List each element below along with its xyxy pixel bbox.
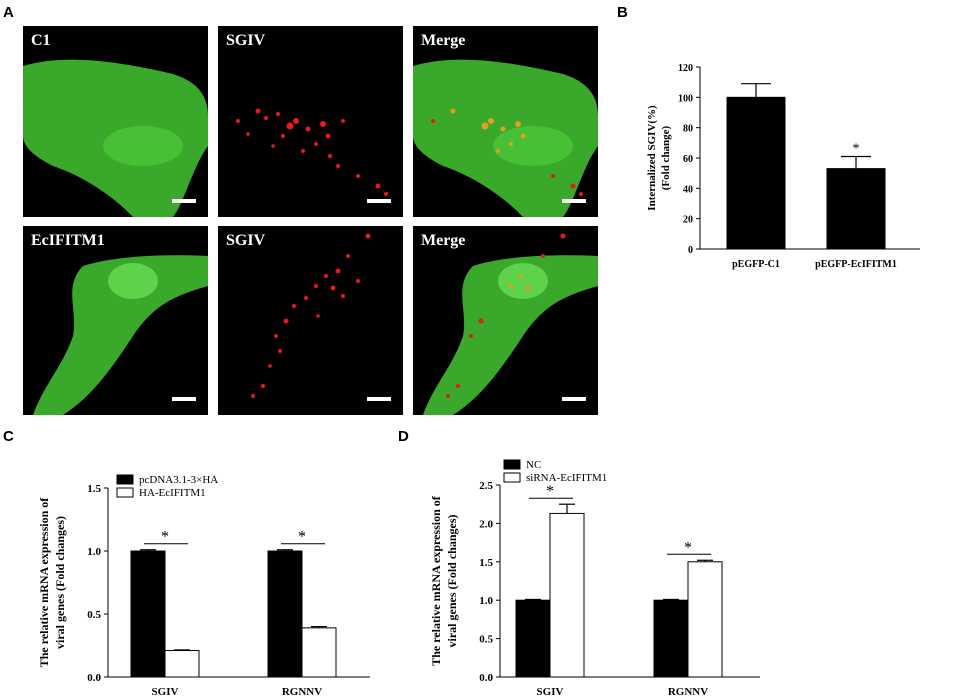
bar	[653, 599, 689, 678]
panel-letter-c: C	[3, 428, 14, 445]
legend-swatch	[116, 474, 134, 485]
x-tick-label: RGNNV	[668, 686, 708, 697]
y-tick-label: 1.5	[87, 483, 101, 495]
y-axis-label: Internalized SGIV(%)	[646, 105, 658, 211]
micrograph-merge-2-image	[423, 233, 598, 415]
x-tick-label: RGNNV	[282, 686, 322, 697]
y-tick-label: 120	[678, 63, 693, 74]
micrograph-label: SGIV	[226, 32, 266, 49]
x-tick-label: SGIV	[152, 686, 179, 697]
micrograph-sgiv-1: SGIV	[218, 26, 403, 217]
scale-bar	[172, 397, 196, 401]
y-tick-label: 60	[683, 154, 693, 165]
scale-bar	[172, 199, 196, 203]
y-tick-label: 1.0	[479, 595, 493, 607]
y-tick-label: 0.0	[87, 672, 101, 684]
micrograph-sgiv-2-image	[251, 233, 371, 398]
y-tick-label: 1.5	[479, 557, 493, 569]
legend-entry: NC	[526, 459, 541, 471]
micrograph-label: Merge	[421, 232, 466, 249]
significance-label: *	[684, 539, 692, 556]
panel-letter-a: A	[3, 4, 14, 21]
micrograph-c1: C1	[23, 26, 208, 217]
y-tick-label: 2.0	[479, 518, 493, 530]
y-tick-label: 40	[683, 184, 693, 195]
x-tick-label: SGIV	[537, 686, 564, 697]
scale-bar	[367, 199, 391, 203]
legend-entry: HA-EcIFITM1	[139, 487, 206, 499]
significance-label: *	[298, 529, 306, 546]
bar	[726, 96, 786, 250]
y-axis-label: (Fold change)	[660, 125, 672, 190]
micrograph-c1-image	[23, 59, 208, 217]
y-tick-label: 0.5	[87, 609, 101, 621]
chart-c: 0.0 0.5 1.0 1.5 The relative mRNA expression…	[37, 474, 370, 697]
micrograph-merge-2: Merge	[413, 226, 598, 415]
scale-bar	[562, 397, 586, 401]
legend-entry: siRNA-EcIFITM1	[526, 472, 607, 484]
significance-label: *	[853, 141, 860, 156]
micrograph-sgiv-2: SGIV	[218, 226, 403, 415]
micrograph-label: SGIV	[226, 232, 266, 249]
bar	[515, 599, 551, 678]
y-tick-label: 1.0	[87, 546, 101, 558]
legend-swatch	[503, 472, 521, 483]
micrograph-sgiv-1-image	[236, 108, 388, 196]
micrograph-ecifitm1: EcIFITM1	[23, 226, 208, 415]
bar	[826, 168, 886, 250]
scale-bar	[562, 199, 586, 203]
bar	[549, 512, 585, 678]
y-tick-label: 100	[678, 93, 693, 104]
y-axis-label: viral genes (Fold changes)	[445, 515, 459, 648]
bar	[130, 550, 166, 678]
micrograph-label: C1	[31, 32, 51, 49]
panel-letter-b: B	[617, 4, 628, 21]
micrograph-label: Merge	[421, 32, 466, 49]
chart-b: 0 20 40 60 80 100 120 Internalized SGIV(%) (Fold…	[646, 63, 920, 270]
y-axis-label: viral genes (Fold changes)	[53, 516, 67, 649]
y-tick-label: 0.5	[479, 634, 493, 646]
bar	[301, 627, 337, 678]
x-tick-label: pEGFP-EcIFITM1	[815, 259, 897, 270]
y-tick-label: 20	[683, 215, 693, 226]
micrograph-label: EcIFITM1	[31, 232, 105, 249]
bar	[164, 650, 200, 678]
y-tick-label: 80	[683, 124, 693, 135]
legend-entry: pcDNA3.1-3×HA	[139, 474, 218, 486]
scale-bar	[367, 397, 391, 401]
significance-label: *	[546, 483, 554, 500]
bar	[687, 561, 723, 678]
micrograph-merge-1: Merge	[413, 26, 598, 217]
y-axis-label: The relative mRNA expression of	[429, 495, 443, 666]
y-tick-label: 2.5	[479, 480, 493, 492]
chart-d: 0.0 0.5 1.0 1.5 2.0 2.5 The relative mRNA expr…	[429, 459, 760, 697]
legend-swatch	[116, 487, 134, 498]
micrograph-ecifitm1-image	[33, 255, 208, 415]
bar	[267, 550, 303, 678]
y-axis-label: The relative mRNA expression of	[37, 497, 51, 668]
x-tick-label: pEGFP-C1	[732, 259, 780, 270]
micrograph-merge-1-image	[413, 59, 598, 217]
panel-letter-d: D	[398, 428, 409, 445]
legend-swatch	[503, 459, 521, 470]
y-tick-label: 0	[688, 245, 693, 256]
significance-label: *	[161, 529, 169, 546]
y-tick-label: 0.0	[479, 672, 493, 684]
